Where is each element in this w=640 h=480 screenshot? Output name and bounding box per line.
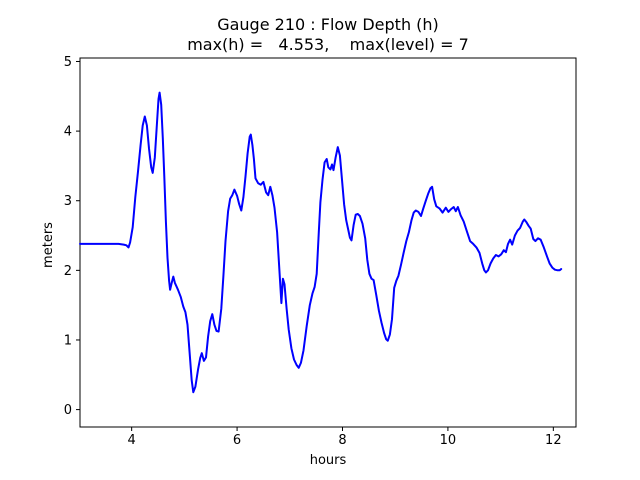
y-tick-label: 5 [64, 55, 72, 70]
x-axis-ticks: 4 6 8 10 12 [128, 427, 562, 448]
x-tick-label: 6 [233, 433, 241, 448]
y-tick-label: 4 [64, 125, 72, 140]
plot-area [79, 57, 577, 428]
chart-subtitle: max(h) = 4.553, max(level) = 7 [187, 35, 469, 54]
x-tick-label: 8 [338, 433, 346, 448]
y-tick-label: 1 [64, 333, 72, 348]
x-axis-label: hours [310, 453, 347, 468]
y-tick-label: 3 [64, 194, 72, 209]
chart-title: Gauge 210 : Flow Depth (h) [217, 15, 439, 34]
y-axis-label: meters [41, 222, 56, 268]
y-tick-label: 0 [64, 403, 72, 418]
x-tick-label: 4 [128, 433, 136, 448]
y-tick-label: 2 [64, 264, 72, 279]
x-tick-label: 10 [440, 433, 457, 448]
flow-depth-line [79, 91, 563, 394]
x-tick-label: 12 [545, 433, 562, 448]
y-axis-ticks: 0 1 2 3 4 5 [64, 55, 80, 418]
